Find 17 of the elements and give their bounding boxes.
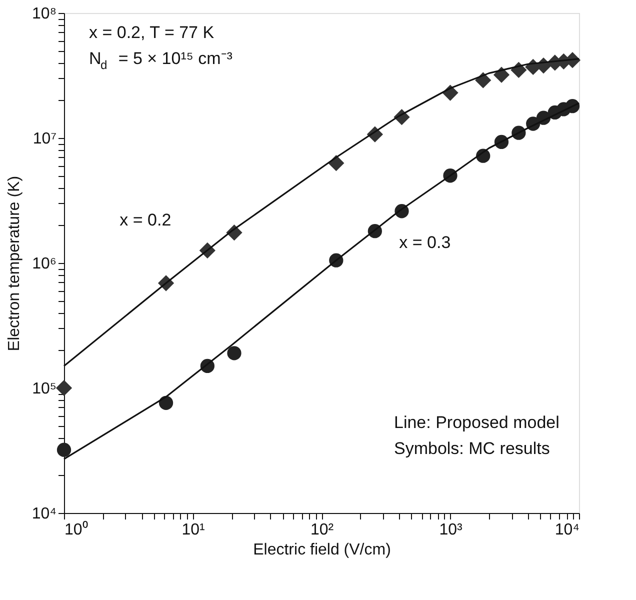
y-axis-title: Electron temperature (K): [6, 176, 23, 352]
y-tick-label: 10⁶: [32, 256, 56, 272]
y-tick-label: 10⁸: [32, 6, 56, 22]
x-tick-label: 10¹: [182, 522, 205, 538]
annotation: x = 0.2, T = 77 K: [89, 23, 215, 42]
x-axis-title: Electric field (V/cm): [253, 542, 391, 558]
x-tick-label: 10³: [439, 522, 463, 538]
text: x = 0.2: [120, 210, 172, 230]
y-tick-label: 10⁷: [32, 130, 57, 148]
series-label: x = 0.3: [399, 233, 451, 252]
annotation: Symbols: MC results: [394, 439, 550, 458]
y-tick-label: 10⁴: [32, 506, 57, 522]
x-tick-label: 10⁰: [64, 520, 88, 538]
y-tick-label: 10⁵: [32, 380, 56, 398]
x-tick-label: 10²: [310, 522, 334, 538]
annotation: Line: Proposed model: [394, 413, 560, 432]
x-tick-label: 10⁴: [554, 522, 580, 538]
